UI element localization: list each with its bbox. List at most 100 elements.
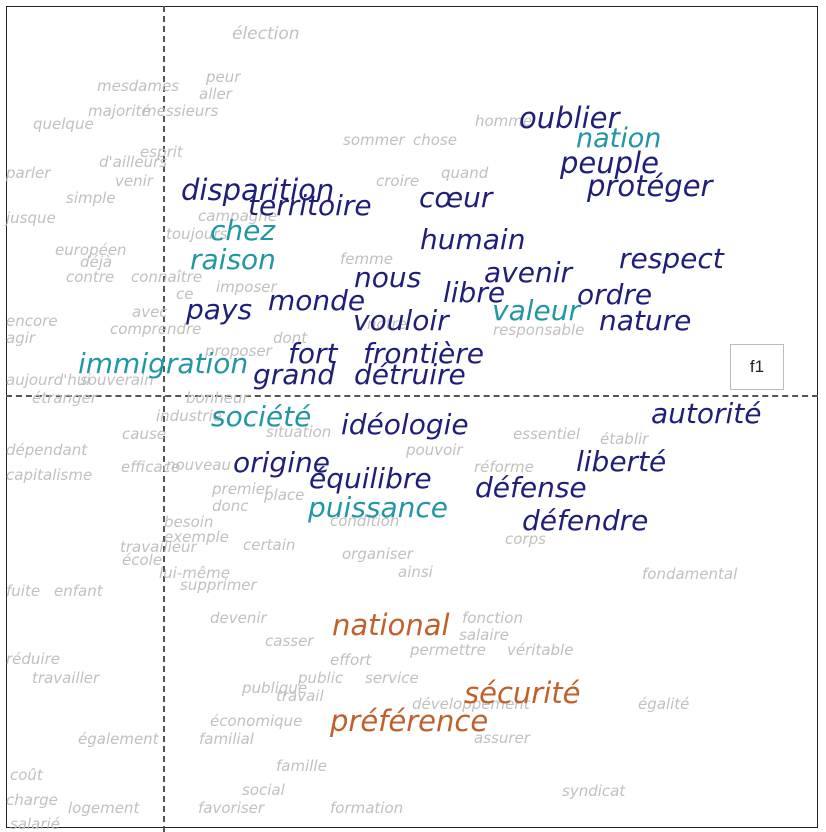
word-grey: formation: [330, 799, 404, 817]
word-navy: nature: [599, 304, 692, 337]
word-grey: supprimer: [180, 576, 257, 594]
word-grey: pouvoir: [406, 441, 463, 459]
word-grey: social: [242, 781, 285, 799]
word-teal: chez: [210, 214, 276, 247]
word-teal: valeur: [492, 294, 580, 327]
word-grey: coût: [10, 766, 43, 784]
word-grey: effort: [330, 651, 372, 669]
word-orange: préférence: [330, 704, 489, 738]
word-navy: idéologie: [341, 408, 469, 441]
word-grey: bonheur: [186, 389, 249, 407]
word-grey: mesdames: [97, 77, 180, 95]
word-grey: aller: [199, 85, 232, 103]
word-grey: ainsi: [398, 563, 433, 581]
word-grey: développement: [412, 695, 530, 713]
word-navy: humain: [420, 223, 526, 256]
word-grey: aujourd'hui: [6, 371, 91, 389]
word-grey: organiser: [342, 545, 413, 563]
word-orange: national: [332, 608, 450, 642]
word-navy: nous: [354, 261, 422, 294]
word-grey: condition: [330, 512, 400, 530]
word-grey: logement: [68, 799, 140, 817]
word-grey: besoin: [164, 513, 214, 531]
word-grey: capitalisme: [6, 466, 93, 484]
word-grey: imposer: [216, 278, 277, 296]
word-navy: origine: [233, 446, 330, 479]
word-grey: établir: [600, 430, 649, 448]
word-grey: peur: [206, 68, 241, 86]
word-grey: nouveau: [166, 456, 231, 474]
word-grey: enfant: [54, 582, 103, 600]
word-grey: ce: [176, 285, 194, 303]
word-grey: avec: [132, 303, 168, 321]
word-grey: favoriser: [198, 799, 265, 817]
word-teal: puissance: [308, 491, 448, 524]
word-navy: oublier: [519, 101, 620, 135]
word-grey: économique: [210, 712, 303, 730]
word-grey: encore: [6, 312, 58, 330]
word-grey: famille: [276, 757, 327, 775]
word-grey: souverain: [80, 371, 154, 389]
word-navy: monde: [268, 284, 366, 317]
word-grey: proposer: [205, 342, 272, 360]
word-navy: autorité: [651, 397, 762, 430]
word-grey: égalité: [638, 695, 690, 713]
word-grey: dépendant: [6, 441, 88, 459]
word-grey: réforme: [474, 458, 534, 476]
word-grey: lui-même: [159, 564, 230, 582]
word-grey: d'ailleurs: [99, 153, 168, 171]
word-grey: corps: [505, 530, 546, 548]
word-navy: liberté: [576, 445, 667, 478]
word-grey: esprit: [140, 143, 183, 161]
word-grey: simple: [66, 189, 116, 207]
word-grey: quand: [441, 164, 489, 182]
word-grey: donc: [212, 497, 249, 515]
word-teal: raison: [190, 243, 276, 276]
word-teal: immigration: [78, 347, 249, 380]
word-grey: salarié: [10, 815, 60, 832]
legend-f1-box[interactable]: f1: [730, 344, 784, 390]
word-navy: respect: [619, 242, 724, 275]
word-grey: homme: [475, 112, 533, 130]
word-grey: cause: [122, 425, 166, 443]
word-grey: travailler: [32, 669, 100, 687]
word-grey: comprendre: [110, 320, 202, 338]
plot-frame: [6, 6, 818, 828]
word-grey: exemple: [164, 528, 229, 546]
word-grey: déjà: [80, 253, 113, 271]
word-grey: public: [298, 669, 344, 687]
word-grey: casser: [265, 632, 314, 650]
word-grey: chose: [413, 131, 457, 149]
word-navy: grand: [253, 358, 335, 391]
word-grey: publique: [242, 679, 308, 697]
word-grey: majorité: [88, 102, 151, 120]
word-grey: devenir: [210, 609, 267, 627]
word-navy: fort: [288, 337, 338, 370]
word-navy: défendre: [522, 504, 649, 537]
word-orange: sécurité: [464, 676, 581, 710]
word-grey: parler: [6, 164, 51, 182]
word-grey: fondamental: [642, 565, 738, 583]
word-navy: détruire: [354, 358, 466, 391]
word-grey: efficace: [121, 458, 181, 476]
word-grey: salaire: [459, 626, 509, 644]
word-grey: véritable: [507, 641, 574, 659]
word-grey: fuite: [6, 582, 41, 600]
word-grey: familial: [199, 730, 254, 748]
word-grey: messieurs: [142, 102, 219, 120]
word-navy: frontière: [363, 337, 484, 370]
word-navy: territoire: [248, 189, 372, 222]
word-grey: également: [78, 730, 159, 748]
word-grey: syndicat: [562, 782, 626, 800]
word-grey: élection: [232, 24, 300, 44]
word-grey: travailleur: [120, 538, 197, 556]
word-grey: toujours: [166, 225, 228, 243]
word-navy: cœur: [419, 181, 493, 214]
word-grey: charge: [6, 791, 58, 809]
word-grey: permettre: [410, 641, 486, 659]
word-grey: réduire: [6, 650, 60, 668]
word-grey: campagne: [198, 207, 278, 225]
word-grey: assurer: [474, 729, 530, 747]
word-grey: étranger: [32, 389, 97, 407]
word-grey: notre: [367, 315, 407, 333]
